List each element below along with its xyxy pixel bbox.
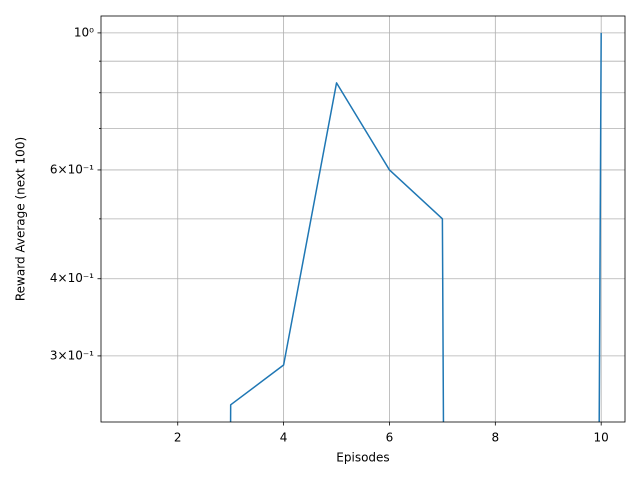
plot-area [229,32,602,422]
y-tick-label: 4×10⁻¹ [50,271,94,285]
y-axis-label: Reward Average (next 100) [14,137,28,301]
y-tick-label: 10⁰ [74,25,94,39]
y-tick-label: 3×10⁻¹ [50,348,94,362]
x-tick-label: 8 [492,431,500,445]
x-tick-label: 4 [280,431,288,445]
x-tick-label: 6 [386,431,394,445]
x-tick-label: 10 [594,431,609,445]
x-axis-label: Episodes [336,451,389,465]
x-tick-label: 2 [174,431,182,445]
data-line [229,32,602,422]
y-tick-label: 6×10⁻¹ [50,162,94,176]
grid [101,16,625,422]
